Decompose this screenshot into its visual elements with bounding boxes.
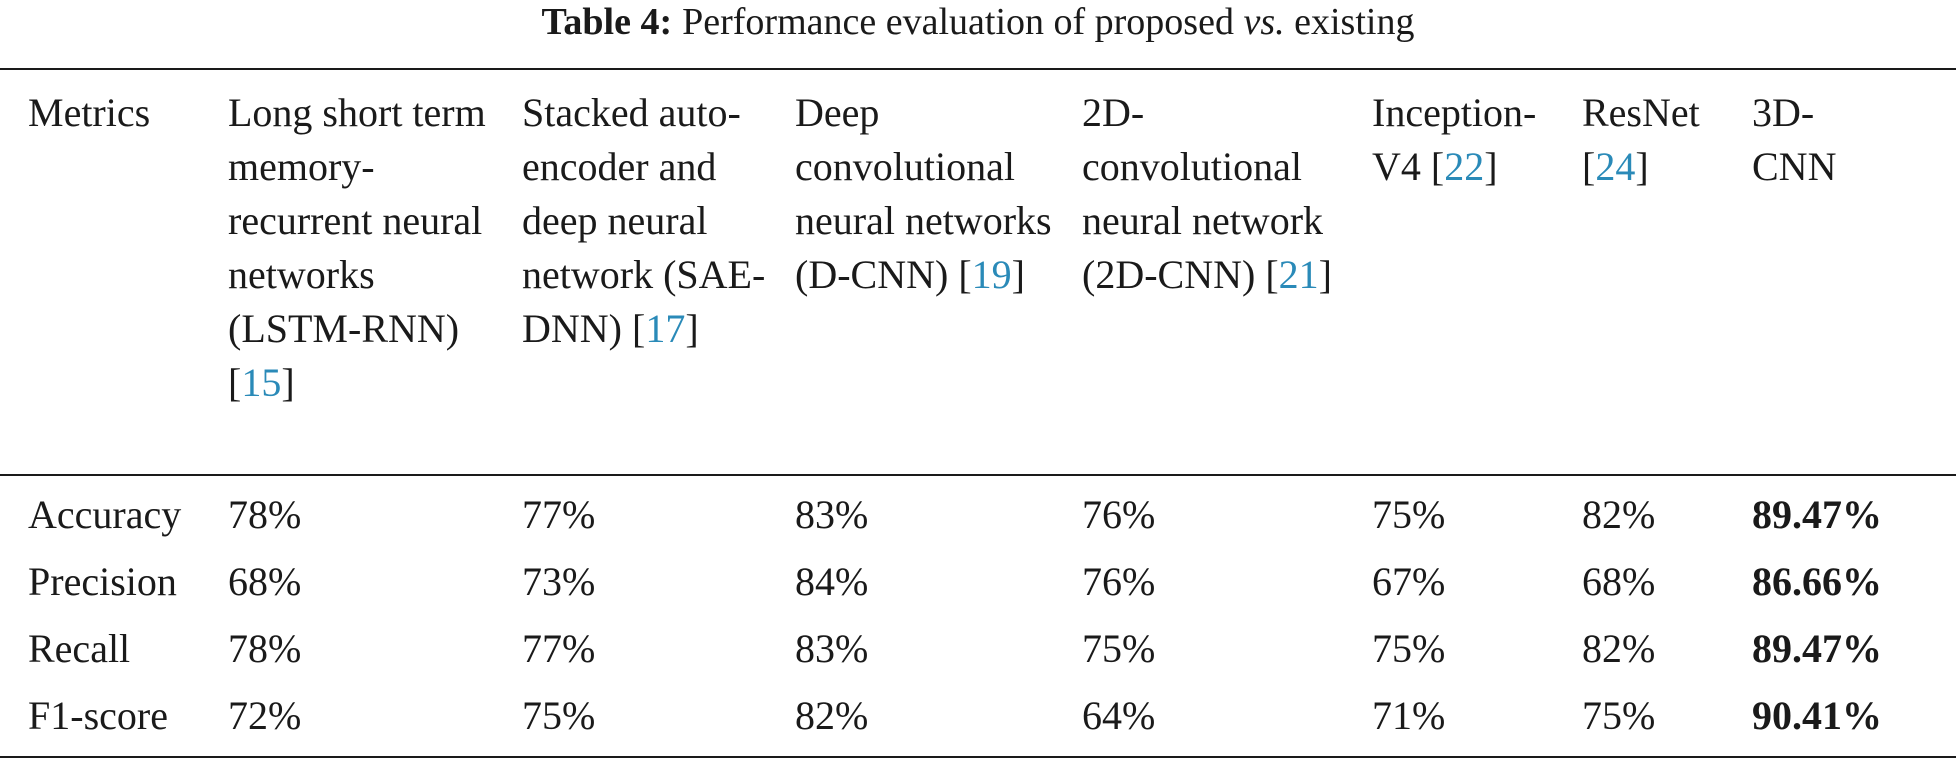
header-label: 2D-convolutional neural network (2D-CNN) xyxy=(1082,90,1324,297)
cell-lstm-rnn: 78% xyxy=(228,626,302,671)
cell-2d-cnn: 76% xyxy=(1082,559,1156,604)
cell-sae-dnn: 77% xyxy=(522,626,596,671)
cell-2d-cnn: 75% xyxy=(1082,626,1156,671)
cell-inception-v4: 67% xyxy=(1372,559,1446,604)
header-label: ResNet xyxy=(1582,90,1700,135)
cell-d-cnn: 82% xyxy=(795,693,869,738)
metric-f1-score: F1-score xyxy=(28,693,168,738)
header-metrics: Metrics xyxy=(28,86,188,140)
cell-d-cnn: 83% xyxy=(795,626,869,671)
header-label: Long short term memory-recurrent neural … xyxy=(228,90,486,351)
header-2d-cnn: 2D-convolutional neural network (2D-CNN)… xyxy=(1082,90,1332,297)
header-rule xyxy=(0,474,1956,476)
caption-tail: existing xyxy=(1284,1,1415,43)
reference-link[interactable]: 19 xyxy=(971,252,1012,297)
cell-d-cnn: 83% xyxy=(795,492,869,537)
caption-label: Table 4: xyxy=(541,1,673,43)
header-label: Deep convolutional neural networks (D-CN… xyxy=(795,90,1052,297)
table-caption: Table 4: Performance evaluation of propos… xyxy=(0,0,1956,44)
header-label: Inception-V4 xyxy=(1372,90,1537,189)
cell-lstm-rnn: 72% xyxy=(228,693,302,738)
metric-precision: Precision xyxy=(28,559,177,604)
cell-resnet: 82% xyxy=(1582,626,1656,671)
header-sae-dnn: Stacked auto-encoder and deep neural net… xyxy=(522,90,766,351)
top-rule xyxy=(0,68,1956,70)
header-inception-v4: Inception-V4 [22] xyxy=(1372,90,1537,189)
header-resnet: ResNet [24] xyxy=(1582,90,1700,189)
cell-2d-cnn: 64% xyxy=(1082,693,1156,738)
header-d-cnn: Deep convolutional neural networks (D-CN… xyxy=(795,90,1052,297)
cell-resnet: 75% xyxy=(1582,693,1656,738)
cell-inception-v4: 71% xyxy=(1372,693,1446,738)
cell-inception-v4: 75% xyxy=(1372,626,1446,671)
reference-link[interactable]: 24 xyxy=(1595,144,1636,189)
cell-sae-dnn: 75% xyxy=(522,693,596,738)
reference-link[interactable]: 21 xyxy=(1278,252,1319,297)
header-label: Metrics xyxy=(28,90,151,135)
reference-link[interactable]: 22 xyxy=(1444,144,1485,189)
cell-d-cnn: 84% xyxy=(795,559,869,604)
reference-link[interactable]: 15 xyxy=(241,360,282,405)
caption-italic: vs. xyxy=(1243,1,1285,43)
cell-lstm-rnn: 78% xyxy=(228,492,302,537)
cell-3d-cnn-best: 89.47% xyxy=(1752,626,1882,671)
metric-recall: Recall xyxy=(28,626,131,671)
header-label: 3D-CNN xyxy=(1752,90,1837,189)
metric-accuracy: Accuracy xyxy=(28,492,182,537)
cell-sae-dnn: 73% xyxy=(522,559,596,604)
cell-3d-cnn-best: 86.66% xyxy=(1752,559,1882,604)
cell-3d-cnn-best: 89.47% xyxy=(1752,492,1882,537)
cell-resnet: 68% xyxy=(1582,559,1656,604)
cell-resnet: 82% xyxy=(1582,492,1656,537)
reference-link[interactable]: 17 xyxy=(645,306,686,351)
cell-lstm-rnn: 68% xyxy=(228,559,302,604)
cell-2d-cnn: 76% xyxy=(1082,492,1156,537)
header-lstm-rnn: Long short term memory-recurrent neural … xyxy=(228,90,486,405)
bottom-rule xyxy=(0,756,1956,758)
cell-sae-dnn: 77% xyxy=(522,492,596,537)
cell-inception-v4: 75% xyxy=(1372,492,1446,537)
cell-3d-cnn-best: 90.41% xyxy=(1752,693,1882,738)
header-3d-cnn: 3D-CNN xyxy=(1752,86,1862,194)
caption-text: Performance evaluation of proposed xyxy=(682,1,1244,43)
header-label: Stacked auto-encoder and deep neural net… xyxy=(522,90,766,351)
